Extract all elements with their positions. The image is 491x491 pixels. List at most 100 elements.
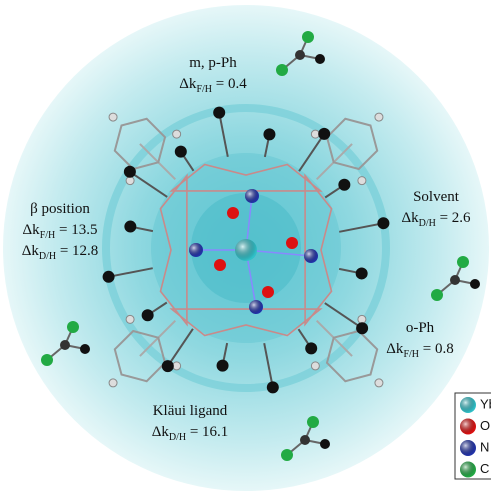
symbol: Δk (23, 222, 41, 238)
atom-h (125, 176, 135, 186)
value-text: = 12.8 (56, 243, 98, 259)
atom-c (161, 360, 174, 373)
atom-o (227, 207, 239, 219)
atom-h (172, 361, 182, 371)
atom-c (123, 165, 136, 178)
bond (218, 112, 229, 157)
atom-cl (276, 64, 288, 76)
bond (166, 328, 194, 367)
value-text: = 0.4 (212, 76, 247, 92)
atom-c (174, 145, 187, 158)
subscript: D/H (419, 218, 436, 229)
atom-c (318, 127, 331, 140)
atom-h (374, 378, 384, 388)
atom-c (320, 439, 330, 449)
symbol: Δk (179, 76, 197, 92)
atom-o (262, 286, 274, 298)
label-value: ΔkD/H = 12.8 (22, 243, 99, 262)
value-text: = 16.1 (186, 424, 228, 440)
label-title: β position (30, 201, 90, 217)
atom-c (295, 50, 305, 60)
atom-c (315, 54, 325, 64)
atom-cl (431, 289, 443, 301)
atom-h (357, 314, 367, 324)
atom-h (310, 361, 320, 371)
atom-c (141, 309, 154, 322)
atom-c (263, 128, 276, 141)
atom-cl (41, 354, 53, 366)
atom-h (357, 176, 367, 186)
subscript: F/H (40, 230, 56, 241)
subscript: F/H (403, 349, 419, 360)
label-title: Kläui ligand (153, 403, 228, 419)
atom-c (60, 340, 70, 350)
atom-c (300, 435, 310, 445)
symbol: Δk (401, 210, 419, 226)
phenyl-ring (113, 329, 167, 383)
label-title: m, p-Ph (189, 55, 237, 71)
atom-h (108, 378, 118, 388)
legend: Yb ONC (460, 396, 491, 478)
phenyl-ring (325, 117, 379, 171)
atom-shine (245, 189, 259, 203)
subscript: D/H (39, 251, 56, 262)
atom-shine (235, 239, 257, 261)
molecule (41, 31, 480, 461)
bond (263, 343, 274, 388)
atom-cl (302, 31, 314, 43)
atom-h (374, 112, 384, 122)
atom-h (125, 314, 135, 324)
atom-shine (249, 300, 263, 314)
value-text: = 13.5 (55, 222, 97, 238)
phenyl-ring (113, 117, 167, 171)
bond (129, 170, 168, 198)
legend-label: N (480, 439, 489, 454)
atom-cl (67, 321, 79, 333)
label-title: o-Ph (406, 320, 435, 336)
atom-shine (460, 397, 476, 413)
bond (298, 133, 326, 172)
subscript: D/H (169, 432, 186, 443)
legend-label: C (480, 461, 489, 476)
atom-c (470, 279, 480, 289)
legend-label: Yb (480, 396, 491, 411)
atom-c (213, 106, 226, 119)
atom-cl (307, 416, 319, 428)
label-value: ΔkF/H = 0.4 (179, 76, 247, 95)
atom-o (214, 259, 226, 271)
atom-shine (460, 418, 476, 435)
label-value: ΔkF/H = 13.5 (23, 222, 98, 241)
atom-shine (460, 440, 476, 456)
pyrrole-ring (304, 173, 333, 327)
atom-shine (189, 243, 203, 257)
atom-c (450, 275, 460, 285)
subscript: F/H (196, 84, 212, 95)
pyrrole-ring (159, 173, 188, 327)
symbol: Δk (22, 243, 40, 259)
bond (324, 302, 363, 330)
value-text: = 2.6 (436, 210, 471, 226)
atom-shine (460, 461, 476, 478)
atom-c (356, 322, 369, 335)
atom-c (124, 220, 137, 233)
atom-h (172, 129, 182, 139)
atom-cl (281, 449, 293, 461)
ring (102, 104, 390, 392)
symbol: Δk (386, 341, 404, 357)
atom-shine (304, 249, 318, 263)
atom-h (108, 112, 118, 122)
atom-c (377, 217, 390, 230)
atom-c (216, 359, 229, 372)
bond (339, 222, 384, 233)
atom-cl (457, 256, 469, 268)
label-value: ΔkD/H = 2.6 (401, 210, 471, 229)
legend-label: O (480, 418, 490, 433)
label-title: Solvent (413, 189, 460, 205)
symbol: Δk (152, 424, 170, 440)
bond (108, 267, 153, 278)
pyrrole-ring (169, 308, 323, 337)
atom-c (102, 270, 115, 283)
value-text: = 0.8 (419, 341, 454, 357)
